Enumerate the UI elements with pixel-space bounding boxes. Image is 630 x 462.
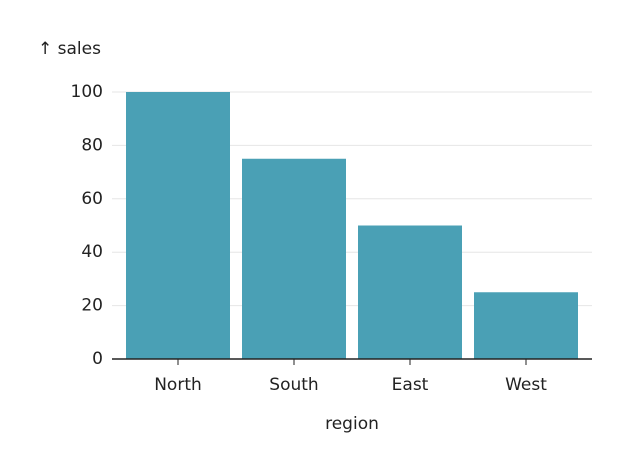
- y-axis-label: ↑ sales: [38, 39, 101, 59]
- y-tick-label: 100: [71, 82, 103, 102]
- y-tick-label: 80: [81, 135, 103, 155]
- bar: [126, 92, 230, 359]
- y-tick-label: 0: [92, 349, 103, 369]
- x-tick-label: North: [154, 375, 202, 395]
- x-tick-label: South: [269, 375, 318, 395]
- y-tick-label: 60: [81, 189, 103, 209]
- x-axis-label: region: [325, 414, 379, 434]
- bar: [474, 292, 578, 359]
- bar: [242, 158, 346, 359]
- y-tick-label: 40: [81, 242, 103, 262]
- x-tick-label: West: [505, 375, 547, 395]
- y-tick-label: 20: [81, 296, 103, 316]
- x-tick-label: East: [392, 375, 429, 395]
- bar: [358, 225, 462, 359]
